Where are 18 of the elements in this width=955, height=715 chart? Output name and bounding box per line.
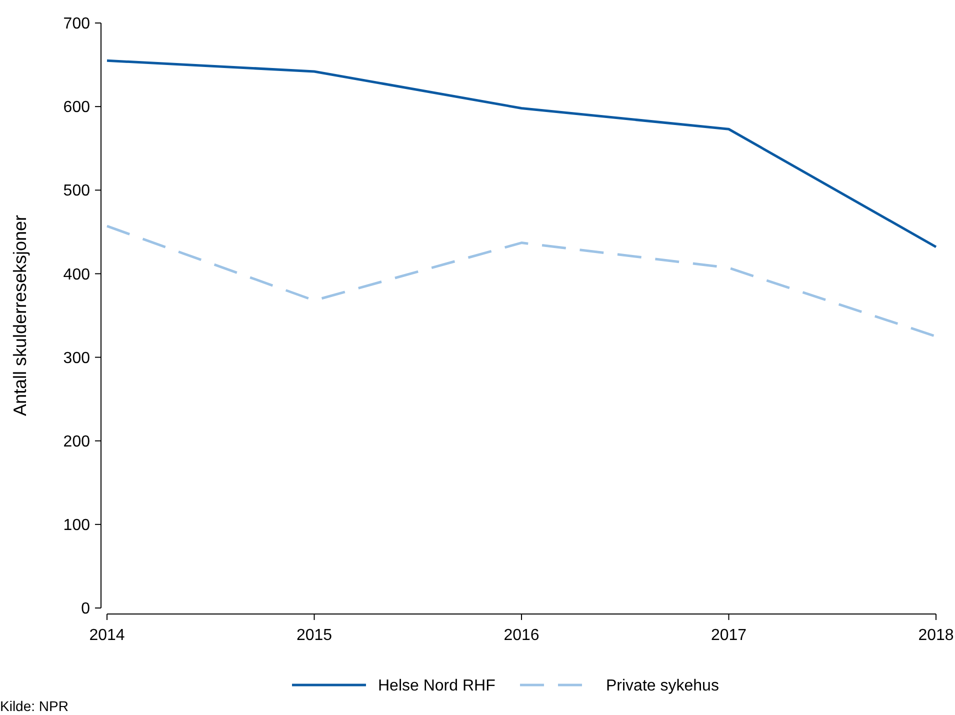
- x-tick-label: 2016: [504, 627, 540, 644]
- y-axis-title: Antall skulderreseksjoner: [10, 214, 30, 416]
- y-tick-label: 300: [63, 350, 90, 367]
- y-tick-label: 400: [63, 266, 90, 284]
- line-series: [106, 59, 938, 248]
- y-tick-label: 600: [63, 99, 90, 116]
- legend-label: Helse Nord RHF: [378, 678, 496, 695]
- y-tick-label: 700: [63, 16, 90, 33]
- x-tick-label: 2017: [710, 627, 747, 644]
- text: Kilde: NPR: [0, 698, 68, 714]
- y-tick-label: 0: [81, 600, 90, 618]
- x-tick-label: 2015: [296, 627, 332, 644]
- x-tick-label: 2014: [89, 627, 125, 644]
- x-tick-label: 2018: [918, 627, 954, 644]
- y-tick-label: 100: [63, 517, 90, 534]
- y-tick-label: 500: [63, 182, 90, 200]
- legend-label: Private sykehus: [606, 678, 719, 695]
- y-tick-label: 200: [63, 433, 90, 450]
